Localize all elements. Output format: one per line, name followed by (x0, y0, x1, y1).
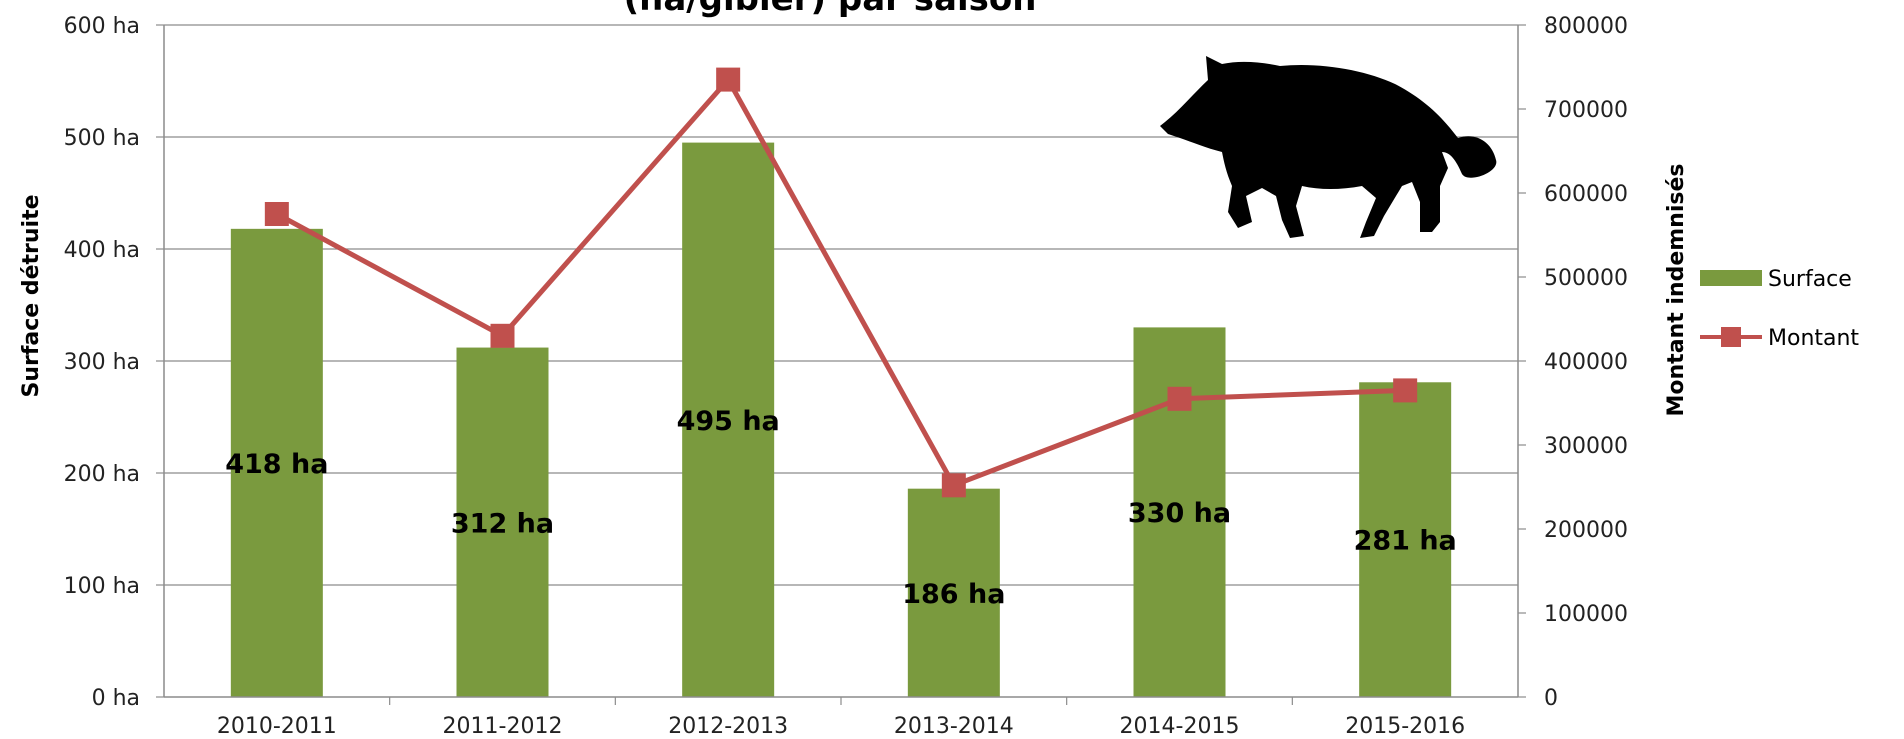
y-tick-label: 300 ha (64, 350, 140, 375)
y-tick-label: 400 ha (64, 238, 140, 263)
bar-surface (230, 228, 323, 697)
y-axis-title: Surface détruite (19, 194, 44, 397)
bar-data-labels: 418 ha 312 ha 495 ha 186 ha 330 ha 281 ha (225, 406, 1457, 610)
bar-surface (1359, 382, 1452, 697)
bar-data-label: 281 ha (1354, 526, 1457, 557)
y2-tick-label: 0 (1544, 686, 1558, 711)
y2-tick-label: 100000 (1544, 602, 1628, 627)
bar-data-label: 312 ha (451, 508, 554, 539)
bar-series-surface (230, 142, 1452, 698)
y-tick-label: 500 ha (64, 126, 140, 151)
y-tick-label: 600 ha (64, 14, 140, 39)
y2-tick-label: 200000 (1544, 518, 1628, 543)
y2-tick-label: 400000 (1544, 350, 1628, 375)
y2-tick-label: 700000 (1544, 98, 1628, 123)
line-series-montant (264, 67, 1418, 498)
bar-data-label: 495 ha (677, 406, 780, 437)
montant-line (275, 77, 1406, 488)
x-tick-label: 2014-2015 (1120, 714, 1240, 739)
left-axis-ticks: 0 ha 100 ha 200 ha 300 ha 400 ha 500 ha 600 ha (64, 14, 164, 711)
chart-title: (ha/gibier) par saison (624, 0, 1037, 19)
bar-surface (682, 142, 775, 698)
legend-label-surface: Surface (1768, 267, 1852, 292)
bar-surface (907, 488, 1000, 697)
montant-marker (1167, 386, 1192, 411)
legend-swatch-surface (1700, 270, 1762, 286)
bar-data-label: 330 ha (1128, 498, 1231, 529)
x-tick-label: 2011-2012 (443, 714, 563, 739)
x-tick-label: 2013-2014 (894, 714, 1014, 739)
y-tick-label: 100 ha (64, 574, 140, 599)
x-tick-label: 2015-2016 (1345, 714, 1465, 739)
y2-axis-title: Montant indemnisés (1664, 164, 1689, 417)
y-tick-label: 0 ha (92, 686, 140, 711)
legend-label-montant: Montant (1768, 326, 1859, 351)
bar-data-label: 418 ha (225, 449, 328, 480)
montant-marker (1393, 378, 1418, 403)
right-axis-ticks: 0 100000 200000 300000 400000 500000 600000 700… (1518, 14, 1628, 711)
y2-tick-label: 600000 (1544, 182, 1628, 207)
gridlines (164, 24, 1518, 586)
y2-tick-label: 300000 (1544, 434, 1628, 459)
bar-data-label: 186 ha (902, 579, 1005, 610)
y2-tick-label: 500000 (1544, 266, 1628, 291)
boar-silhouette-icon (1160, 56, 1497, 238)
montant-marker (264, 202, 289, 226)
x-tick-label: 2010-2011 (217, 714, 337, 739)
montant-marker (716, 67, 741, 92)
y-tick-label: 200 ha (64, 462, 140, 487)
bar-surface (456, 347, 549, 697)
legend-marker-montant (1721, 327, 1741, 347)
x-axis-ticks: 2010-2011 2011-2012 2012-2013 2013-2014 2014… (217, 697, 1465, 739)
y2-tick-label: 800000 (1544, 14, 1628, 39)
montant-marker (941, 473, 966, 498)
x-tick-label: 2012-2013 (668, 714, 788, 739)
legend: Surface Montant (1700, 267, 1859, 351)
montant-marker (490, 323, 515, 348)
